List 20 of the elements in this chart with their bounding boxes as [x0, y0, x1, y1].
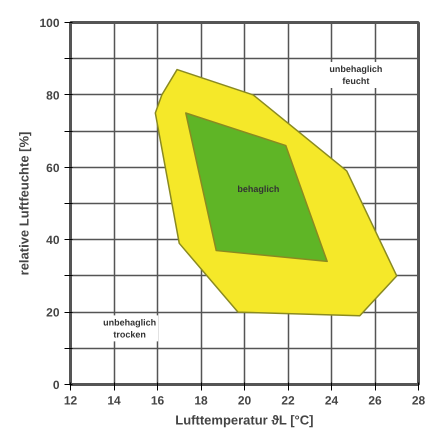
y-axis-title: relative Luftfeuchte [%]	[16, 132, 32, 276]
x-tick-label: 14	[107, 394, 121, 408]
x-tick-label: 24	[324, 394, 338, 408]
x-tick-label: 28	[412, 394, 426, 408]
x-tick-label: 20	[238, 394, 252, 408]
annotation: unbehaglich trocken	[103, 317, 156, 340]
x-axis-title: Lufttemperatur ϑL [°C]	[175, 412, 314, 428]
y-tick-label: 100	[39, 16, 60, 30]
annotation: unbehaglich feucht	[329, 64, 382, 86]
annotation: behaglich	[237, 184, 280, 194]
x-tick-label: 26	[368, 394, 382, 408]
y-tick-label: 20	[46, 306, 60, 320]
y-tick-label: 60	[46, 160, 60, 175]
x-tick-label: 16	[150, 394, 164, 408]
x-tick-label: 12	[64, 394, 78, 408]
x-tick-label: 18	[194, 394, 208, 408]
y-tick-label: 80	[46, 88, 60, 102]
x-tick-label: 22	[281, 394, 295, 408]
y-tick-label: 0	[52, 378, 60, 392]
y-tick-label: 40	[46, 233, 60, 248]
